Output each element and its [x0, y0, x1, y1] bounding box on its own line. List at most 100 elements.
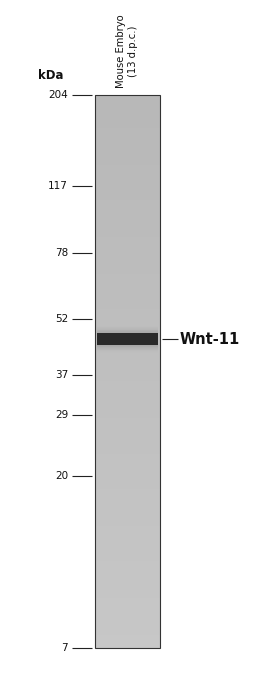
Bar [97, 335, 158, 343]
Bar [95, 351, 160, 353]
Bar [95, 567, 160, 568]
Bar [95, 551, 160, 552]
Bar [95, 307, 160, 309]
Bar [95, 456, 160, 458]
Bar [95, 326, 160, 327]
Bar [95, 303, 160, 305]
Bar [95, 344, 160, 345]
Bar [97, 331, 158, 347]
Bar [95, 246, 160, 248]
Bar [95, 528, 160, 530]
Bar [95, 334, 160, 337]
Bar [95, 523, 160, 525]
Bar [95, 467, 160, 469]
Bar [95, 419, 160, 421]
Bar [95, 607, 160, 609]
Bar [95, 368, 160, 369]
Bar [95, 315, 160, 316]
Bar [95, 589, 160, 591]
Bar [95, 305, 160, 307]
Bar [95, 544, 160, 547]
Bar [95, 101, 160, 103]
Bar [95, 189, 160, 191]
Bar [97, 330, 158, 349]
Bar [95, 488, 160, 490]
Bar [95, 122, 160, 124]
Bar [95, 514, 160, 515]
Bar [97, 328, 158, 351]
Bar [95, 580, 160, 581]
Bar [95, 366, 160, 368]
Bar [95, 222, 160, 224]
Text: 7: 7 [61, 643, 68, 653]
Bar [95, 340, 160, 342]
Bar [95, 128, 160, 130]
Bar [95, 475, 160, 477]
Bar [97, 332, 158, 347]
Bar [95, 436, 160, 438]
Bar [95, 347, 160, 350]
Bar [95, 257, 160, 259]
Bar [95, 646, 160, 648]
Bar [95, 215, 160, 217]
Bar [95, 206, 160, 207]
Bar [95, 484, 160, 486]
Bar [95, 462, 160, 464]
Bar [97, 337, 158, 341]
Bar [95, 218, 160, 220]
Bar [95, 641, 160, 642]
Bar [95, 525, 160, 527]
Bar [95, 178, 160, 180]
Bar [97, 330, 158, 348]
Bar [95, 244, 160, 246]
Bar [95, 165, 160, 167]
Bar [95, 141, 160, 143]
Bar [97, 332, 158, 346]
Bar [95, 140, 160, 141]
Bar [95, 263, 160, 265]
Bar [95, 237, 160, 239]
Bar [95, 324, 160, 326]
Bar [95, 501, 160, 502]
Bar [95, 95, 160, 648]
Bar [95, 267, 160, 268]
Bar [95, 371, 160, 373]
Bar [95, 176, 160, 178]
Bar [95, 98, 160, 101]
Bar [95, 477, 160, 478]
Bar [95, 148, 160, 150]
Bar [95, 200, 160, 202]
Bar [95, 547, 160, 549]
Bar [95, 167, 160, 169]
Bar [95, 478, 160, 480]
Bar [95, 390, 160, 392]
Bar [95, 642, 160, 644]
Bar [95, 185, 160, 187]
Text: 37: 37 [55, 370, 68, 380]
Bar [95, 515, 160, 517]
Bar [95, 596, 160, 598]
Bar [95, 405, 160, 406]
Bar [95, 591, 160, 593]
Bar [95, 376, 160, 377]
Bar [95, 283, 160, 285]
Bar [95, 502, 160, 504]
Bar [95, 274, 160, 276]
Bar [95, 207, 160, 209]
Bar [95, 562, 160, 563]
Bar [95, 423, 160, 425]
Bar [95, 554, 160, 556]
Bar [95, 573, 160, 575]
Bar [95, 287, 160, 289]
Bar [95, 252, 160, 254]
Bar [95, 329, 160, 331]
Bar [95, 510, 160, 512]
Bar [95, 318, 160, 320]
Bar [95, 497, 160, 499]
Bar [95, 211, 160, 213]
Bar [95, 536, 160, 538]
Bar [95, 254, 160, 255]
Bar [95, 637, 160, 639]
Bar [95, 401, 160, 403]
Bar [95, 250, 160, 252]
